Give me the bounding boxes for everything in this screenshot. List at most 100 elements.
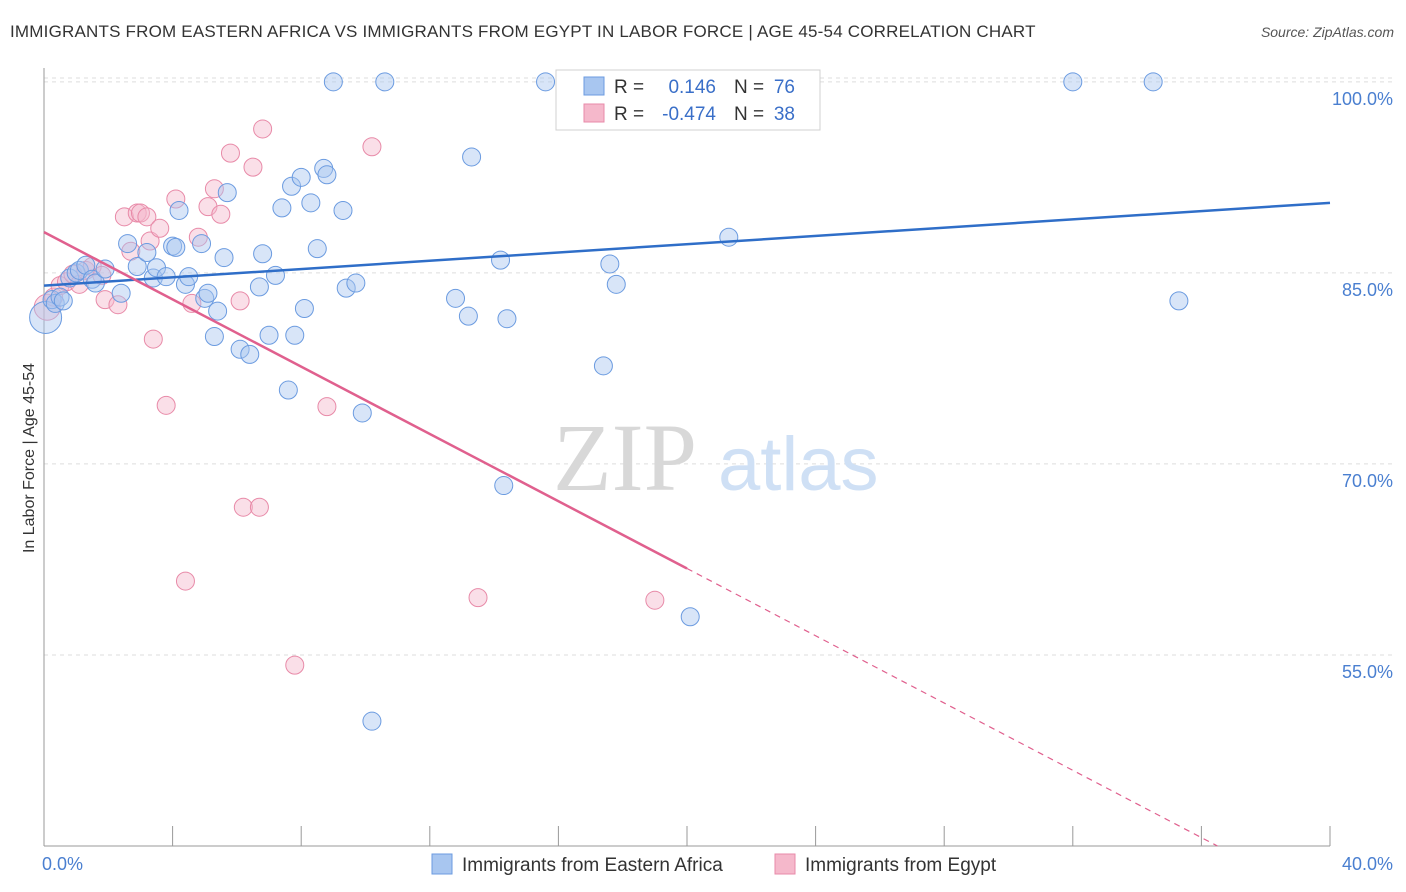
eastern-africa-point xyxy=(118,234,138,254)
eastern-africa-point xyxy=(29,300,63,334)
y-tick-label: 85.0% xyxy=(1342,280,1393,300)
eastern-africa-point xyxy=(375,72,395,92)
eastern-africa-point xyxy=(217,183,237,203)
watermark: ZIP atlas xyxy=(553,404,879,511)
eastern-africa-point xyxy=(137,242,157,262)
legend-n-label-1: N = xyxy=(734,77,764,98)
eastern-africa-point xyxy=(491,250,511,270)
egypt-point xyxy=(249,497,269,517)
egypt-point xyxy=(150,218,170,238)
trend-lines xyxy=(43,201,1331,847)
egypt-point xyxy=(175,571,195,591)
legend-swatch-pink xyxy=(583,103,605,123)
legend-r-value-1: 0.146 xyxy=(668,77,716,98)
series-legend: Immigrants from Eastern Africa Immigrant… xyxy=(431,853,997,876)
y-tick-label: 70.0% xyxy=(1342,471,1393,491)
legend-r-label-2: R = xyxy=(614,104,644,125)
eastern-africa-point xyxy=(45,293,65,313)
eastern-africa-point xyxy=(1143,72,1163,92)
eastern-africa-point xyxy=(169,200,189,220)
eastern-africa-point xyxy=(166,237,186,257)
axes xyxy=(43,68,1331,847)
legend-label-egypt: Immigrants from Egypt xyxy=(805,855,997,876)
egypt-point xyxy=(233,497,253,517)
legend-swatch-eastern-africa xyxy=(431,853,453,875)
eastern-africa-point xyxy=(294,299,314,319)
egypt-point xyxy=(243,157,263,177)
eastern-africa-point xyxy=(240,344,260,364)
eastern-africa-point xyxy=(1063,72,1083,92)
eastern-africa-point xyxy=(1169,291,1189,311)
egypt-point xyxy=(156,395,176,415)
eastern-africa-point xyxy=(333,200,353,220)
y-tick-label: 100.0% xyxy=(1332,89,1393,109)
eastern-africa-point xyxy=(600,254,620,274)
source-label: Source: ZipAtlas.com xyxy=(1260,24,1394,40)
eastern-africa-point xyxy=(285,325,305,345)
eastern-africa-point xyxy=(494,476,514,496)
eastern-africa-point xyxy=(253,244,273,264)
eastern-africa-point xyxy=(111,283,131,303)
eastern-africa-point xyxy=(462,147,482,167)
watermark-zip: ZIP xyxy=(553,404,697,511)
legend-r-label-1: R = xyxy=(614,77,644,98)
eastern-africa-point xyxy=(307,239,327,259)
chart-title: IMMIGRANTS FROM EASTERN AFRICA VS IMMIGR… xyxy=(10,22,1036,41)
egypt-point xyxy=(95,290,115,310)
eastern-africa-point xyxy=(259,325,279,345)
egypt-point xyxy=(253,119,273,139)
eastern-africa-point xyxy=(198,283,218,303)
eastern-africa-point xyxy=(66,263,86,283)
watermark-atlas: atlas xyxy=(718,422,879,507)
eastern-africa-point xyxy=(593,356,613,376)
eastern-africa-point xyxy=(163,236,183,256)
eastern-africa-point xyxy=(272,198,292,218)
egypt-trend-line xyxy=(43,231,688,570)
legend-n-value-2: 38 xyxy=(774,104,795,125)
eastern-africa-point xyxy=(352,403,372,423)
eastern-africa-point xyxy=(278,380,298,400)
egypt-point xyxy=(220,143,240,163)
eastern-africa-point xyxy=(214,248,234,268)
series-eastern-africa xyxy=(29,72,1189,731)
stats-legend: R = 0.146 N = 76 R = -0.474 N = 38 xyxy=(555,69,821,131)
y-tick-label: 55.0% xyxy=(1342,662,1393,682)
egypt-point xyxy=(317,397,337,417)
egypt-point xyxy=(108,295,128,315)
eastern-africa-trend-line xyxy=(43,201,1331,287)
eastern-africa-point xyxy=(230,339,250,359)
legend-label-eastern-africa: Immigrants from Eastern Africa xyxy=(462,855,723,876)
egypt-point xyxy=(204,179,224,199)
x-tick-label: 0.0% xyxy=(42,854,83,874)
eastern-africa-point xyxy=(362,711,382,731)
eastern-africa-point xyxy=(204,327,224,347)
x-tick-labels: 0.0% 40.0% xyxy=(42,854,1393,874)
legend-swatch-egypt xyxy=(774,853,796,875)
series-egypt xyxy=(33,119,665,675)
eastern-africa-point xyxy=(208,301,228,321)
egypt-trend-line-extension xyxy=(686,567,1218,847)
legend-r-value-2: -0.474 xyxy=(662,104,716,125)
egypt-point xyxy=(140,231,160,251)
legend-n-label-2: N = xyxy=(734,104,764,125)
eastern-africa-point xyxy=(127,256,147,276)
eastern-africa-point xyxy=(346,273,366,293)
legend-swatch-blue xyxy=(583,76,605,96)
legend-n-value-1: 76 xyxy=(774,77,795,98)
egypt-point xyxy=(362,137,382,157)
eastern-africa-point xyxy=(536,72,556,92)
egypt-point xyxy=(645,590,665,610)
eastern-africa-point xyxy=(50,287,70,307)
egypt-point xyxy=(468,588,488,608)
egypt-point xyxy=(230,291,250,311)
egypt-point xyxy=(137,207,157,227)
eastern-africa-point xyxy=(53,291,73,311)
y-axis-label: In Labor Force | Age 45-54 xyxy=(21,363,38,553)
eastern-africa-point xyxy=(719,227,739,247)
eastern-africa-point xyxy=(680,607,700,627)
eastern-africa-point xyxy=(606,274,626,294)
eastern-africa-point xyxy=(249,277,269,297)
eastern-africa-point xyxy=(192,234,212,254)
eastern-africa-point xyxy=(317,165,337,185)
x-tick-label: 40.0% xyxy=(1342,854,1393,874)
